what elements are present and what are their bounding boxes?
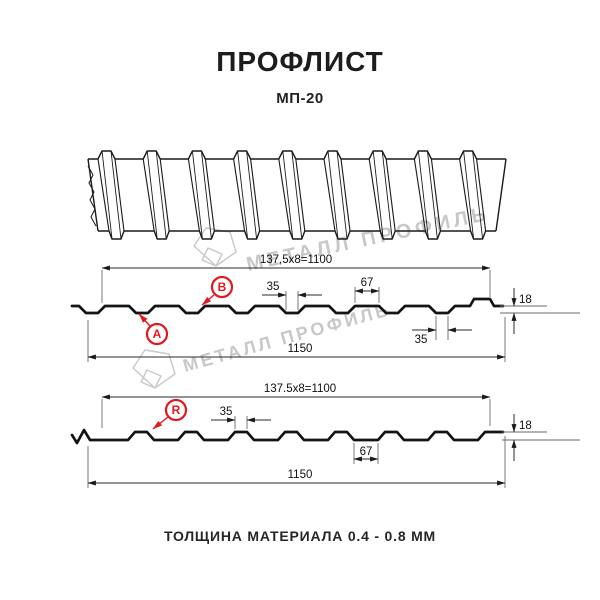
dim-groove-top: 35 xyxy=(267,281,280,293)
dim-flat-top: 67 xyxy=(361,277,374,289)
profile-outline-top xyxy=(72,299,503,313)
profile-section-top: 137,5x8=1100 B A 35 67 xyxy=(72,254,580,362)
label-r: R xyxy=(153,400,186,429)
material-thickness-note: ТОЛЩИНА МАТЕРИАЛА 0.4 - 0.8 ММ xyxy=(0,528,600,544)
brand-logo-outline xyxy=(133,350,175,388)
label-a: A xyxy=(139,314,167,344)
dim-rib-top: 35 xyxy=(220,406,233,418)
dim-height-bottom: 18 xyxy=(519,420,532,432)
dim-overall-bottom: 1150 xyxy=(288,469,313,481)
dim-overall-top: 1150 xyxy=(288,343,313,355)
technical-drawing: МЕТАЛЛ ПРОФИЛЬ МЕТАЛЛ ПРОФИЛЬ 137,5x8=11… xyxy=(0,0,600,600)
dim-height-top: 18 xyxy=(519,294,532,306)
dim-pitch-formula-top: 137,5x8=1100 xyxy=(260,254,332,266)
label-b: B xyxy=(202,277,232,305)
profile-section-bottom: 137.5x8=1100 R 35 67 18 xyxy=(72,383,580,488)
dim-flat-bottom: 67 xyxy=(360,446,373,458)
watermark-brand-2: МЕТАЛЛ ПРОФИЛЬ xyxy=(133,299,393,388)
svg-text:A: A xyxy=(153,327,162,341)
datasheet-page: ПРОФЛИСТ МП-20 МЕТАЛЛ ПРОФИЛЬ МЕТАЛЛ ПРО… xyxy=(0,0,600,600)
svg-text:R: R xyxy=(172,403,181,417)
watermark-text: МЕТАЛЛ ПРОФИЛЬ xyxy=(181,299,393,376)
svg-text:B: B xyxy=(218,280,227,294)
dim-pitch-formula-bottom: 137.5x8=1100 xyxy=(264,383,336,395)
dim-groove-bottom: 35 xyxy=(415,334,428,346)
profile-outline-bottom xyxy=(72,430,503,443)
